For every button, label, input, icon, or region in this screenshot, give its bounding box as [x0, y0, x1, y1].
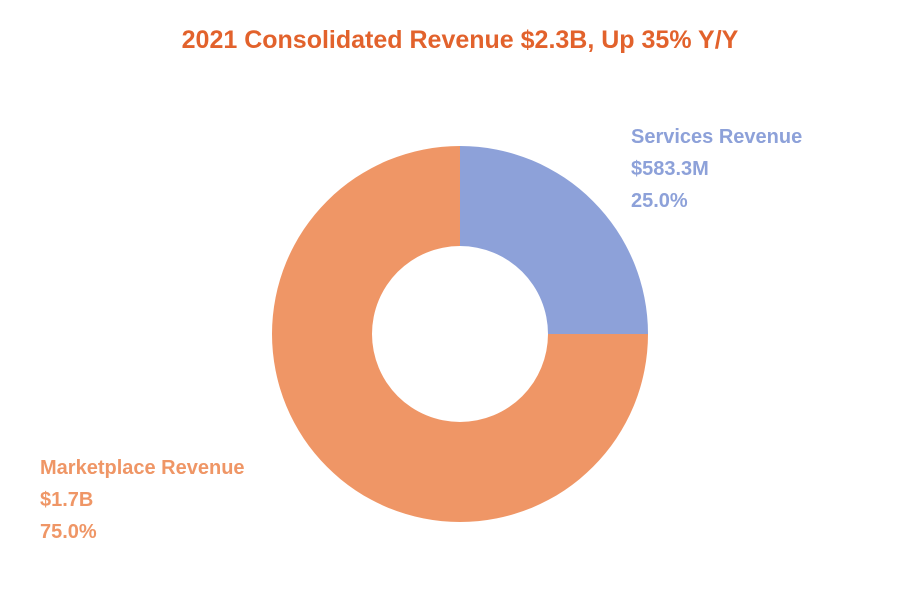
slice-marketplace-revenue: [272, 146, 648, 522]
marketplace-revenue-label: Marketplace Revenue $1.7B 75.0%: [40, 452, 245, 548]
marketplace-revenue-name: Marketplace Revenue: [40, 457, 245, 479]
marketplace-revenue-percent: 75.0%: [40, 521, 97, 543]
slice-services-revenue: [460, 146, 648, 334]
marketplace-revenue-value: $1.7B: [40, 489, 94, 511]
services-revenue-percent: 25.0%: [631, 190, 688, 212]
services-revenue-name: Services Revenue: [631, 126, 803, 148]
services-revenue-value: $583.3M: [631, 158, 709, 180]
services-revenue-label: Services Revenue $583.3M 25.0%: [631, 121, 802, 217]
chart-title: 2021 Consolidated Revenue $2.3B, Up 35% …: [181, 26, 739, 54]
